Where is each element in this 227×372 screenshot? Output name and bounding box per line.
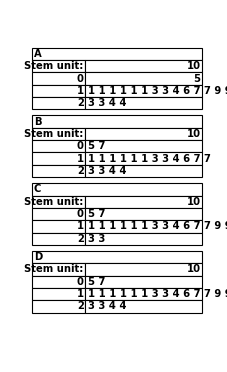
Text: 10: 10 [186,264,200,275]
Text: 2: 2 [76,234,83,244]
Text: Stem unit:: Stem unit: [24,264,83,275]
Bar [32,288,85,300]
Bar [32,300,85,312]
Bar [32,251,201,263]
Text: 1: 1 [76,221,83,231]
Bar [32,97,85,109]
Text: 3 3: 3 3 [88,234,105,244]
Bar [32,263,85,276]
Text: 1: 1 [76,86,83,96]
Bar [32,73,85,85]
Text: 2: 2 [76,98,83,108]
Text: 10: 10 [186,197,200,207]
Bar [85,232,201,245]
Text: 5: 5 [193,74,200,84]
Bar [32,60,85,73]
Text: 1: 1 [76,154,83,164]
Text: 1 1 1 1 1 1 3 3 4 6 7 7 9 9: 1 1 1 1 1 1 3 3 4 6 7 7 9 9 [88,86,227,96]
Text: 1: 1 [76,289,83,299]
Text: 0: 0 [76,209,83,219]
Text: Stem unit:: Stem unit: [24,197,83,207]
Text: D: D [34,252,42,262]
Text: B: B [34,117,41,126]
Text: 5 7: 5 7 [88,141,105,151]
Text: 5 7: 5 7 [88,209,105,219]
Bar [85,208,201,220]
Text: 10: 10 [186,61,200,71]
Bar [32,165,85,177]
Bar [32,115,201,128]
Bar [85,85,201,97]
Bar [85,73,201,85]
Text: 0: 0 [76,141,83,151]
Bar [85,288,201,300]
Bar [85,97,201,109]
Bar [32,48,201,60]
Text: 3 3 4 4: 3 3 4 4 [88,301,126,311]
Text: 5 7: 5 7 [88,277,105,287]
Bar [32,276,85,288]
Text: Stem unit:: Stem unit: [24,129,83,139]
Bar [32,220,85,232]
Text: 1 1 1 1 1 1 3 3 4 6 7 7 9 9: 1 1 1 1 1 1 3 3 4 6 7 7 9 9 [88,289,227,299]
Text: 0: 0 [76,74,83,84]
Bar [85,263,201,276]
Text: 2: 2 [76,166,83,176]
Bar [32,140,85,153]
Text: C: C [34,185,41,195]
Text: 2: 2 [76,301,83,311]
Bar [85,196,201,208]
Text: 1 1 1 1 1 1 3 3 4 6 7 7: 1 1 1 1 1 1 3 3 4 6 7 7 [88,154,210,164]
Bar [32,208,85,220]
Bar [32,85,85,97]
Text: 1 1 1 1 1 1 3 3 4 6 7 7 9 9: 1 1 1 1 1 1 3 3 4 6 7 7 9 9 [88,221,227,231]
Text: 3 3 4 4: 3 3 4 4 [88,166,126,176]
Text: A: A [34,49,42,59]
Text: 10: 10 [186,129,200,139]
Text: 3 3 4 4: 3 3 4 4 [88,98,126,108]
Bar [32,196,85,208]
Bar [85,300,201,312]
Bar [32,128,85,140]
Bar [32,232,85,245]
Bar [32,183,201,196]
Text: 0: 0 [76,277,83,287]
Bar [85,60,201,73]
Bar [85,276,201,288]
Bar [85,140,201,153]
Bar [85,165,201,177]
Bar [85,128,201,140]
Bar [85,153,201,165]
Text: Stem unit:: Stem unit: [24,61,83,71]
Bar [85,220,201,232]
Bar [32,153,85,165]
